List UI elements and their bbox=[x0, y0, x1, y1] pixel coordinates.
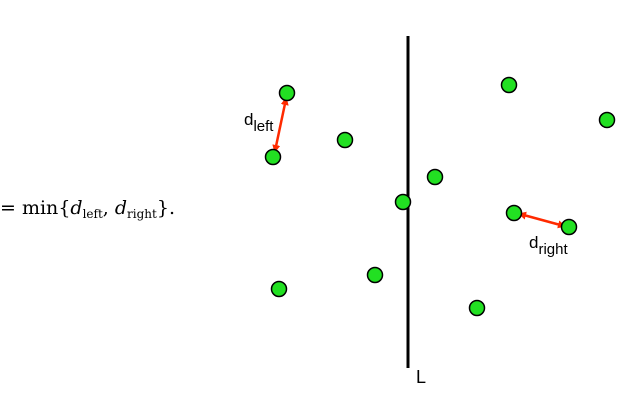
d-left-main: d bbox=[244, 110, 253, 129]
formula-var2-sub: right bbox=[127, 207, 157, 221]
points bbox=[264, 76, 616, 317]
formula-min: min bbox=[21, 197, 59, 219]
point bbox=[264, 148, 282, 166]
formula-equals: = bbox=[0, 197, 16, 219]
d-left-sub: left bbox=[253, 118, 274, 135]
delta-formula: = min{dleft, dright}. bbox=[0, 197, 175, 221]
point bbox=[336, 131, 354, 149]
distance-arrow-right bbox=[518, 211, 566, 229]
d-right-main: d bbox=[529, 233, 538, 252]
point bbox=[500, 76, 518, 94]
point bbox=[426, 168, 444, 186]
formula-comma: , bbox=[102, 197, 109, 219]
d-left-label: dleft bbox=[244, 110, 274, 135]
line-label: L bbox=[416, 367, 426, 387]
d-right-sub: right bbox=[538, 241, 568, 258]
point bbox=[468, 299, 486, 317]
point bbox=[278, 84, 296, 102]
formula-var2: d bbox=[114, 197, 128, 219]
formula-var1-sub: left bbox=[82, 207, 103, 221]
point bbox=[270, 280, 288, 298]
formula-open-brace: { bbox=[58, 197, 71, 219]
distance-arrow-left bbox=[272, 97, 289, 153]
point bbox=[366, 266, 384, 284]
d-right-label: dright bbox=[529, 233, 568, 258]
point bbox=[560, 218, 578, 236]
formula-var1: d bbox=[70, 197, 83, 219]
point bbox=[598, 111, 616, 129]
point bbox=[394, 193, 412, 211]
point bbox=[505, 204, 523, 222]
formula-close: }. bbox=[156, 197, 175, 219]
